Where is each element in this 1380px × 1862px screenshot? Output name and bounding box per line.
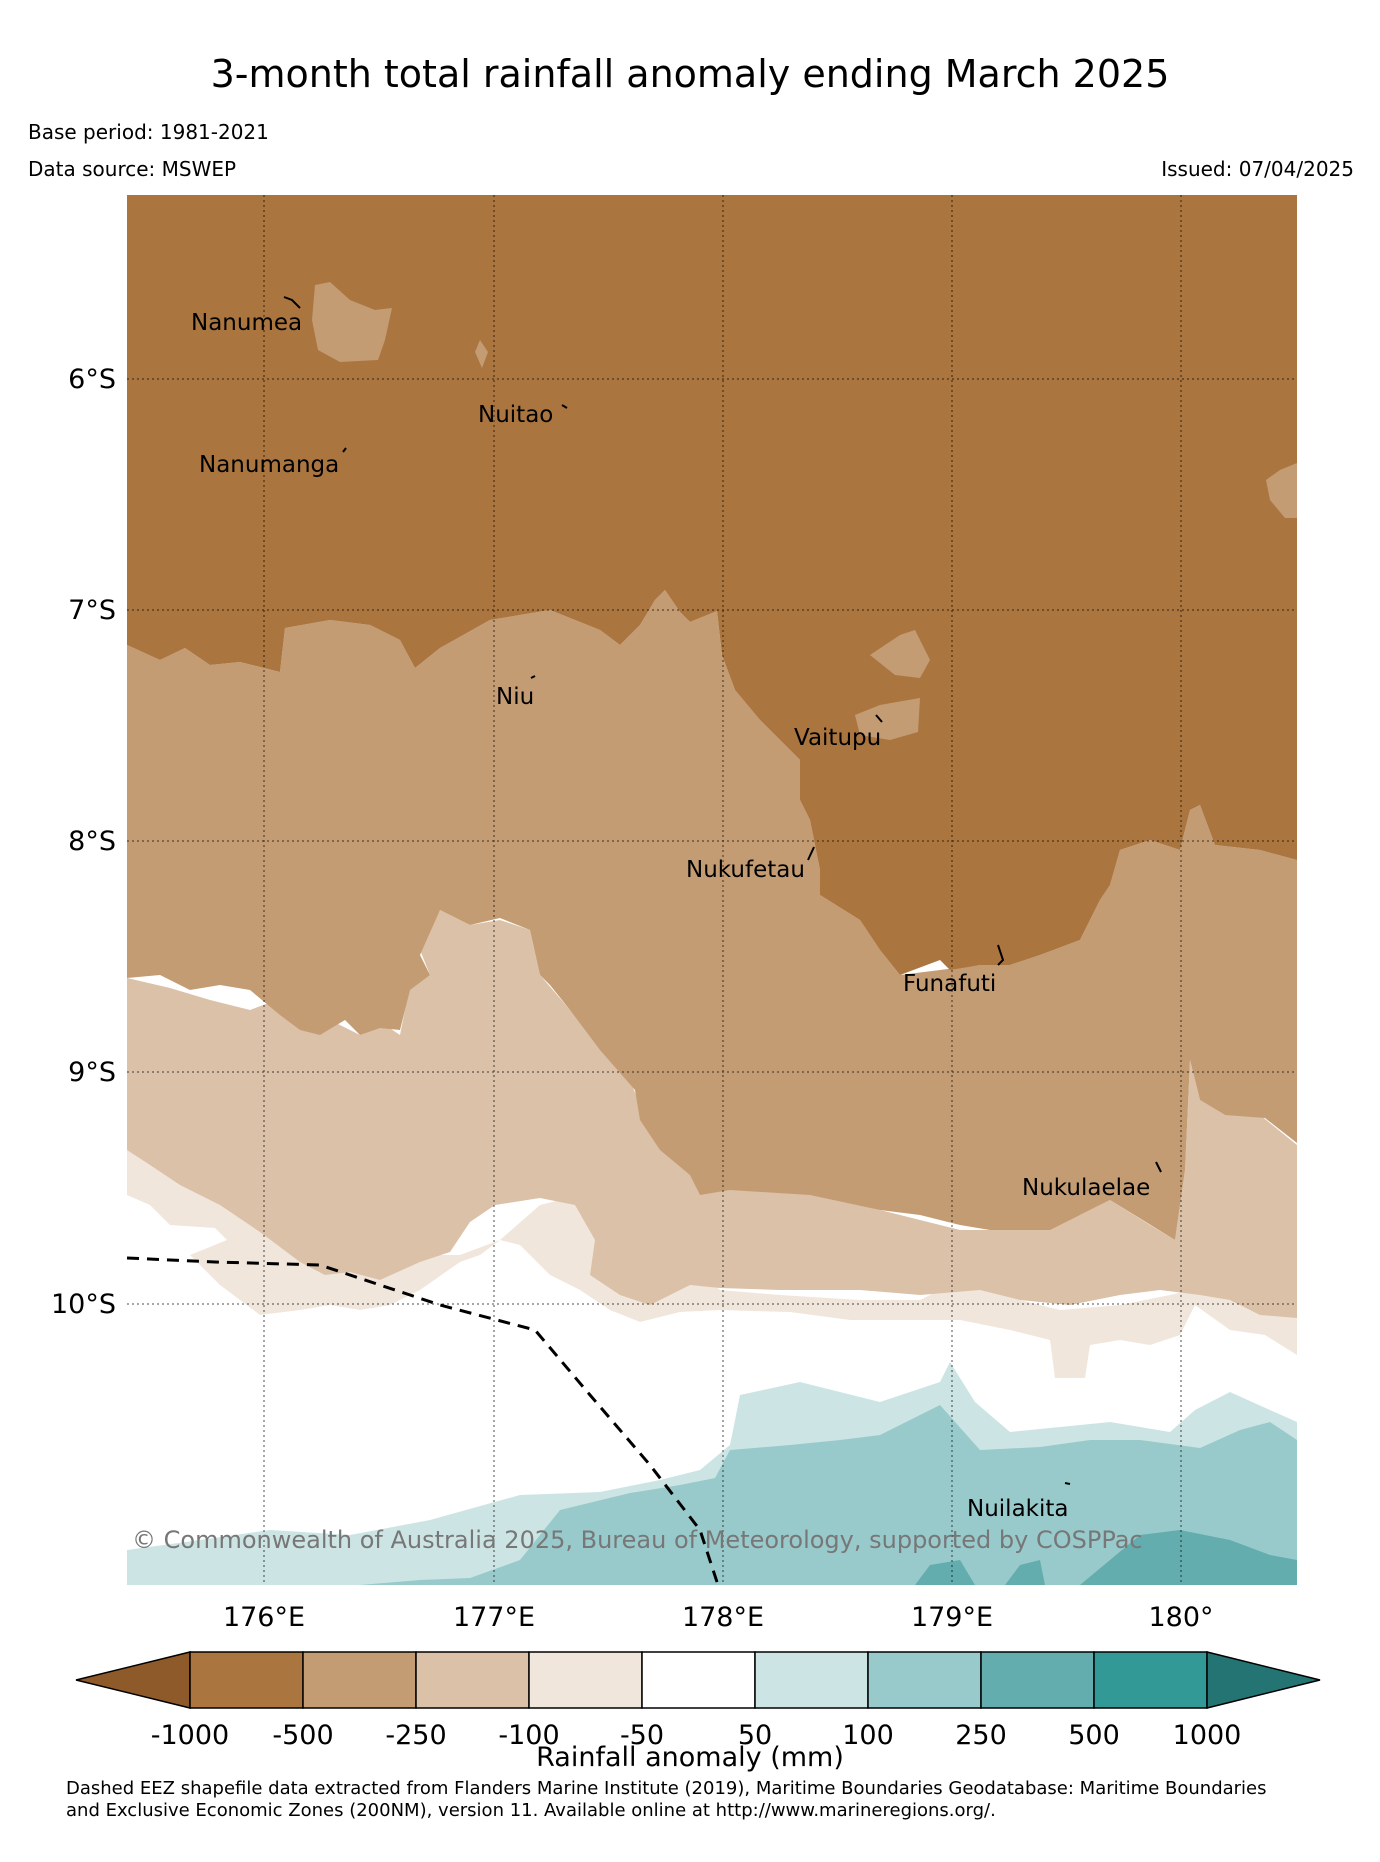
colorbar-tick-label: -500 bbox=[272, 1720, 333, 1751]
island-nukulaelae-mark bbox=[1155, 1161, 1162, 1173]
band-dry-50-100 bbox=[127, 1120, 1297, 1378]
island-nukufetau-mark bbox=[807, 846, 815, 861]
colorbar-ticks: -1000 -500 -250 -100 -50 50 100 250 500 1000 bbox=[151, 1720, 1242, 1751]
footer-line: Dashed EEZ shapefile data extracted from… bbox=[66, 1778, 1267, 1799]
colorbar-title: Rainfall anomaly (mm) bbox=[536, 1742, 844, 1773]
latitude-labels: 6°S 7°S 8°S 9°S 10°S bbox=[51, 364, 116, 1320]
eez-boundary-line bbox=[126, 1256, 720, 1586]
colorbar-swatch bbox=[189, 1651, 304, 1709]
colorbar-swatch bbox=[754, 1651, 869, 1709]
base-period-label: Base period: 1981-2021 bbox=[28, 120, 269, 144]
colorbar-swatch bbox=[415, 1651, 530, 1709]
footer-line: and Exclusive Economic Zones (200NM), ve… bbox=[66, 1800, 996, 1821]
colorbar-tick-label: -100 bbox=[498, 1720, 559, 1751]
colorbar bbox=[75, 1651, 1321, 1709]
colorbar-tick-label: 250 bbox=[955, 1720, 1007, 1751]
lon-label: 178°E bbox=[682, 1602, 764, 1633]
colorbar-tick-label: 1000 bbox=[1173, 1720, 1242, 1751]
patch-vaitupu-b bbox=[855, 698, 920, 740]
colorbar-tick-label: 500 bbox=[1068, 1720, 1120, 1751]
longitude-labels: 176°E 177°E 178°E 179°E 180° bbox=[223, 1602, 1214, 1633]
colorbar-swatch bbox=[641, 1651, 756, 1709]
data-source-label: Data source: MSWEP bbox=[28, 157, 237, 181]
island-niu-mark bbox=[530, 675, 536, 679]
graticule bbox=[127, 195, 1297, 1585]
place-label: Nanumea bbox=[191, 310, 302, 336]
colorbar-extend-high bbox=[1206, 1651, 1321, 1709]
band-dry-100-250 bbox=[127, 910, 1297, 1318]
issued-date-label: Issued: 07/04/2025 bbox=[1161, 157, 1354, 181]
patch-east-edge bbox=[1266, 463, 1297, 518]
lon-label: 180° bbox=[1148, 1602, 1213, 1633]
patch-north-sliver bbox=[475, 340, 488, 368]
lon-label: 179°E bbox=[911, 1602, 993, 1633]
colorbar-swatch bbox=[980, 1651, 1095, 1709]
colorbar-tick-label: -1000 bbox=[151, 1720, 229, 1751]
place-label: Nanumanga bbox=[199, 452, 339, 478]
island-labels: Nanumea Nuitao Nanumanga Niu Vaitupu Nuk… bbox=[191, 310, 1150, 1522]
colorbar-swatch bbox=[867, 1651, 982, 1709]
colorbar-tick-label: -250 bbox=[385, 1720, 446, 1751]
place-label: Funafuti bbox=[903, 971, 996, 997]
island-funafuti-mark bbox=[997, 944, 1005, 966]
colorbar-tick-label: -50 bbox=[620, 1720, 664, 1751]
colorbar-swatch bbox=[1093, 1651, 1208, 1709]
colorbar-extend-low bbox=[75, 1651, 191, 1709]
colorbar-swatch bbox=[528, 1651, 643, 1709]
copyright-notice: © Commonwealth of Australia 2025, Bureau… bbox=[132, 1526, 1143, 1554]
band-dry-250-500 bbox=[127, 590, 1297, 1240]
place-label: Nuitao bbox=[478, 402, 553, 428]
patch-vaitupu-a bbox=[870, 630, 930, 678]
island-nanumanga-mark bbox=[342, 447, 347, 453]
band-wet-250-500 bbox=[915, 1530, 1297, 1585]
lat-label: 6°S bbox=[68, 364, 116, 395]
island-marks bbox=[283, 296, 1162, 1485]
map-title: 3-month total rainfall anomaly ending Ma… bbox=[210, 52, 1170, 96]
lat-label: 8°S bbox=[68, 826, 116, 857]
colorbar-tick-label: 100 bbox=[842, 1720, 894, 1751]
island-vaitupu-mark bbox=[875, 714, 883, 723]
lat-label: 10°S bbox=[51, 1289, 116, 1320]
lon-label: 177°E bbox=[453, 1602, 535, 1633]
island-nuilakita-mark bbox=[1064, 1482, 1071, 1485]
band-wet-100-250 bbox=[360, 1405, 1297, 1585]
band-dry-500-1000 bbox=[127, 195, 1297, 975]
place-label: Nukulaelae bbox=[1022, 1175, 1150, 1201]
place-label: Nukufetau bbox=[686, 857, 805, 883]
island-nuitao-mark bbox=[561, 404, 568, 409]
island-nanumea-mark bbox=[283, 296, 301, 309]
place-label: Vaitupu bbox=[794, 725, 881, 751]
lat-label: 9°S bbox=[68, 1057, 116, 1088]
place-label: Niu bbox=[496, 684, 534, 710]
colorbar-swatch bbox=[302, 1651, 417, 1709]
lon-label: 176°E bbox=[223, 1602, 305, 1633]
place-label: Nuilakita bbox=[967, 1496, 1068, 1522]
patch-nanumea bbox=[312, 282, 392, 362]
lat-label: 7°S bbox=[68, 595, 116, 626]
colorbar-tick-label: 50 bbox=[738, 1720, 772, 1751]
map-frame: Nanumea Nuitao Nanumanga Niu Vaitupu Nuk… bbox=[126, 195, 1297, 1586]
footer-attribution: Dashed EEZ shapefile data extracted from… bbox=[66, 1778, 1356, 1822]
